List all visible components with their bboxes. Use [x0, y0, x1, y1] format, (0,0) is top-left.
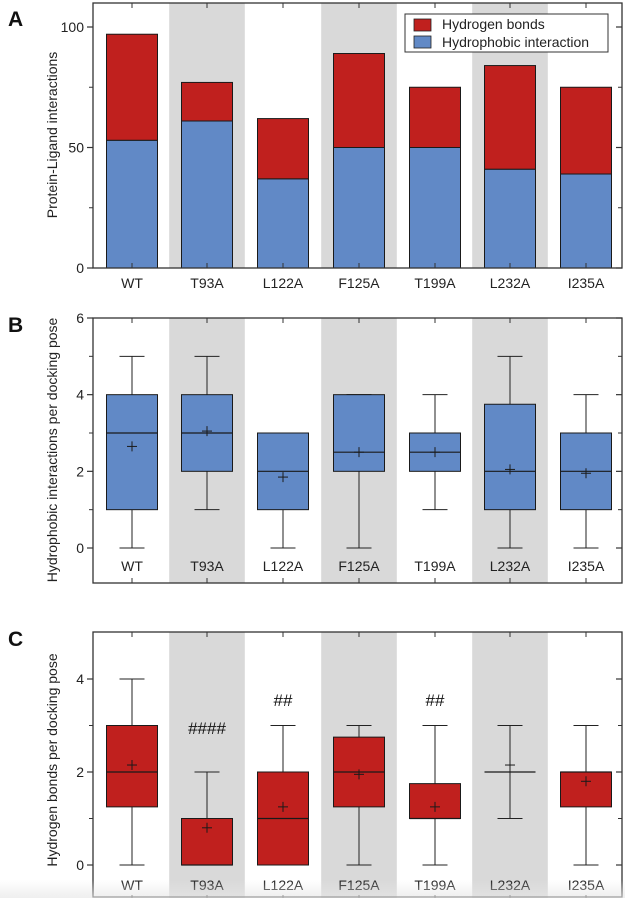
y-axis-label: Hydrogen bonds per docking pose	[44, 653, 60, 866]
bar-hydrophobic-i235a	[560, 173, 612, 268]
y-tick-label: 4	[76, 671, 84, 687]
x-tick-label-t93a: T93A	[190, 558, 224, 574]
y-tick-label: 0	[76, 540, 84, 556]
bar-hydrophobic-wt	[106, 139, 158, 268]
bar-hydrophobic-l232a	[484, 168, 536, 268]
y-tick-label: 4	[76, 387, 84, 403]
y-tick-label: 100	[61, 19, 85, 35]
plot-area	[106, 3, 612, 268]
box-t199a	[409, 783, 461, 819]
legend: Hydrogen bonds Hydrophobic interaction	[404, 13, 609, 53]
y-tick-label: 0	[76, 260, 84, 276]
legend-swatch-hbond	[413, 18, 432, 32]
x-tick-label-wt: WT	[121, 275, 143, 291]
significance-t93a: ####	[188, 719, 226, 738]
bar-hbond-l122a	[257, 118, 309, 180]
box-f125a	[333, 394, 385, 472]
y-axis-label: Protein-Ligand interactions	[44, 52, 60, 219]
y-tick-label: 6	[76, 310, 84, 326]
y-axis-label: Hydrophobic interactions per docking pos…	[44, 317, 60, 582]
x-tick-label-l232a: L232A	[490, 877, 531, 893]
legend-label-hbond: Hydrogen bonds	[442, 16, 545, 32]
bar-hydrophobic-t93a	[181, 120, 233, 268]
bar-hbond-wt	[106, 33, 158, 141]
x-tick-label-i235a: I235A	[568, 558, 605, 574]
x-tick-label-wt: WT	[121, 558, 143, 574]
bar-hbond-t199a	[409, 86, 461, 148]
x-tick-label-f125a: F125A	[338, 558, 380, 574]
box-wt	[106, 394, 158, 511]
legend-swatch-hydrophobic	[413, 35, 432, 49]
plot-area	[106, 318, 612, 583]
legend-label-hydrophobic: Hydrophobic interaction	[442, 34, 589, 50]
y-tick-label: 2	[76, 764, 84, 780]
bar-hbond-i235a	[560, 86, 612, 175]
y-tick-label: 0	[76, 857, 84, 873]
y-tick-label: 2	[76, 463, 84, 479]
x-tick-label-t93a: T93A	[190, 275, 224, 291]
x-tick-label-t199a: T199A	[414, 877, 456, 893]
x-tick-label-i235a: I235A	[568, 877, 605, 893]
x-tick-label-l232a: L232A	[490, 275, 531, 291]
x-tick-label-t199a: T199A	[414, 558, 456, 574]
panel-letter-c: C	[8, 628, 23, 651]
significance-t199a: ##	[426, 691, 445, 710]
bar-hbond-l232a	[484, 65, 536, 170]
panel-letter-b: B	[8, 314, 23, 337]
x-tick-label-t199a: T199A	[414, 275, 456, 291]
significance-l122a: ##	[274, 691, 293, 710]
x-tick-label-t93a: T93A	[190, 877, 224, 893]
panel-letter-a: A	[8, 8, 23, 31]
x-tick-label-wt: WT	[121, 877, 143, 893]
panel-a: A 0 50 100 WT T93A L122A F125A T199A L232A I235A Pr…	[8, 2, 623, 291]
bar-hydrophobic-f125a	[333, 147, 385, 268]
x-tick-label-l122a: L122A	[263, 558, 304, 574]
y-tick-label: 50	[68, 140, 84, 156]
legend-box	[404, 13, 609, 53]
plot-frame	[92, 317, 623, 584]
x-tick-label-f125a: F125A	[338, 275, 380, 291]
bar-hydrophobic-t199a	[409, 147, 461, 268]
bar-hbond-t93a	[181, 81, 233, 122]
panel-b: B 0 2 4 6 WT T93A L122A F125A T199A L232A I235A Hydr…	[8, 310, 623, 584]
plot-area	[106, 632, 612, 898]
x-tick-label-l232a: L232A	[490, 558, 531, 574]
x-tick-label-i235a: I235A	[568, 275, 605, 291]
plot-frame	[92, 2, 623, 269]
box-l232a	[484, 403, 536, 511]
bar-hbond-f125a	[333, 53, 385, 148]
x-tick-label-f125a: F125A	[338, 877, 380, 893]
x-tick-label-l122a: L122A	[263, 275, 304, 291]
x-tick-label-l122a: L122A	[263, 877, 304, 893]
bar-hydrophobic-l122a	[257, 178, 309, 268]
